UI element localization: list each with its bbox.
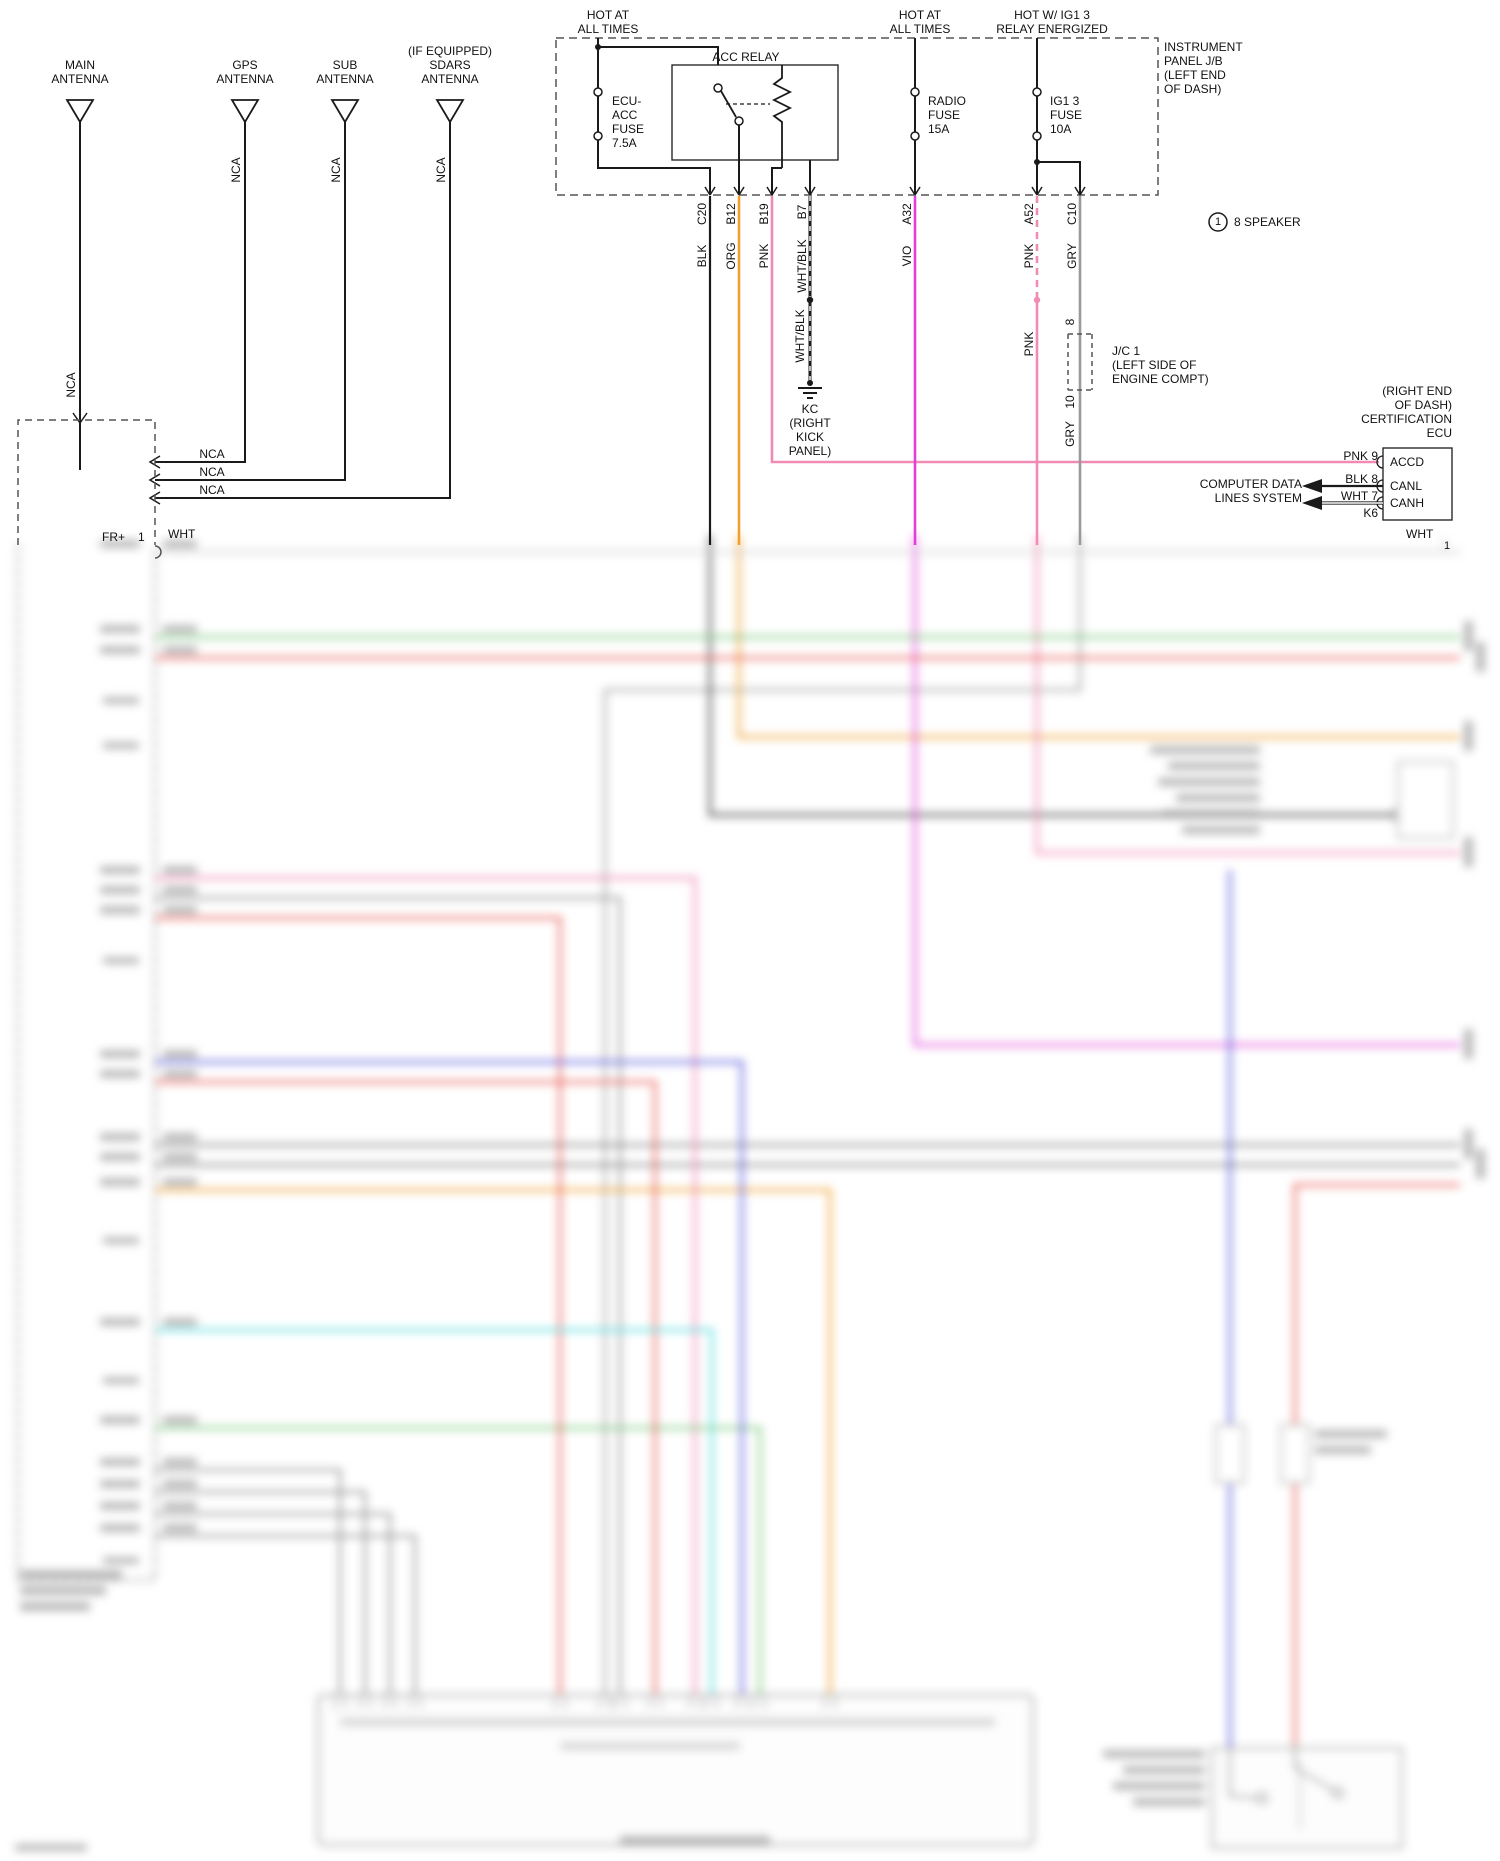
nca-label-sdars: NCA bbox=[434, 157, 448, 183]
sub-antenna-label: SUB ANTENNA bbox=[316, 58, 374, 86]
splice-dot-pnk bbox=[1033, 296, 1041, 304]
inline-connectors bbox=[1215, 1424, 1310, 1484]
antenna-connector-chevrons bbox=[72, 412, 161, 505]
connector-label-b7: B7 bbox=[795, 204, 809, 220]
orange-wires bbox=[155, 535, 1460, 1695]
wire-color-org: ORG bbox=[724, 242, 738, 270]
data-arrow-canh bbox=[1302, 496, 1322, 510]
note-circle bbox=[1208, 212, 1228, 232]
dark-gray-pair bbox=[155, 1143, 1460, 1167]
jc1-bracket bbox=[1067, 333, 1093, 391]
wire-color-pnk: PNK bbox=[757, 243, 771, 269]
cert-pin-canl: CANL bbox=[1390, 479, 1423, 493]
jc1-pin-in: 8 bbox=[1063, 318, 1077, 326]
red-wires bbox=[155, 656, 1460, 1745]
antenna-symbols bbox=[65, 99, 465, 124]
radio-pin-name: FR+ bbox=[102, 530, 126, 544]
right-wire-color: WHT bbox=[1406, 527, 1434, 541]
splice-dot-whtblk bbox=[806, 296, 814, 304]
cert-pin-accd: ACCD bbox=[1390, 455, 1425, 469]
connector-label-a32: A32 bbox=[900, 203, 914, 225]
connector-label-b19: B19 bbox=[757, 203, 771, 225]
right-component-box bbox=[1391, 761, 1454, 839]
wire-color-pnk-a52: PNK bbox=[1022, 243, 1036, 269]
fuses bbox=[597, 38, 1081, 195]
radio-box bbox=[17, 419, 156, 545]
cert-ecu-title: (RIGHT END OF DASH) CERTIFICATION ECU bbox=[1361, 384, 1452, 440]
gps-antenna-label: GPS ANTENNA bbox=[216, 58, 274, 86]
ground-kc-label: KC (RIGHT KICK PANEL) bbox=[788, 402, 832, 458]
radio-box-blurred bbox=[17, 545, 156, 1581]
wire-color-whtblk: WHT/BLK bbox=[795, 239, 809, 293]
hot-ig13-label: HOT W/ IG1 3 RELAY ENERGIZED bbox=[996, 8, 1108, 36]
violet-wire-continuation bbox=[913, 535, 1460, 1047]
jc1-pin-out: 10 bbox=[1063, 395, 1077, 409]
nca-label-h3: NCA bbox=[199, 483, 225, 497]
main-antenna-label: MAIN ANTENNA bbox=[51, 58, 109, 86]
green-wires bbox=[155, 635, 1460, 1695]
right-pin-num: 1 bbox=[1444, 540, 1451, 552]
wire-color-vio: VIO bbox=[900, 245, 914, 267]
fr-pin-bracket bbox=[154, 545, 162, 559]
ig1-fuse-label: IG1 3 FUSE 10A bbox=[1050, 94, 1083, 136]
fuse-terminals bbox=[593, 87, 1042, 141]
jb-exit-chevrons bbox=[704, 186, 1086, 196]
connector-label-a52: A52 bbox=[1022, 203, 1036, 225]
can-wires bbox=[1322, 484, 1383, 505]
sdars-antenna-label: (IF EQUIPPED) SDARS ANTENNA bbox=[407, 44, 493, 86]
jb-title: INSTRUMENT PANEL J/B (LEFT END OF DASH) bbox=[1164, 40, 1243, 96]
cert-row-canh: WHT 7 bbox=[1340, 489, 1378, 503]
radio-pin-color: WHT bbox=[168, 527, 196, 541]
nca-label-main: NCA bbox=[64, 372, 78, 398]
connector-label-c10: C10 bbox=[1065, 202, 1079, 226]
cert-connector-id: K6 bbox=[1363, 506, 1378, 520]
bottom-connector bbox=[317, 1694, 1034, 1846]
radio-pin-num: 1 bbox=[138, 530, 145, 544]
nca-label-h2: NCA bbox=[199, 465, 225, 479]
junction-dot-ig1 bbox=[1034, 159, 1040, 165]
bottom-right-component bbox=[1211, 1745, 1403, 1849]
blurred-unreadable-text bbox=[15, 540, 1485, 1851]
gry-wire-continuation bbox=[603, 535, 1082, 1695]
sharp-wires bbox=[708, 196, 1379, 545]
cert-pin-canh: CANH bbox=[1390, 496, 1425, 510]
hot-at-all-times-label-2: HOT AT ALL TIMES bbox=[889, 8, 951, 36]
connector-label-b12: B12 bbox=[724, 203, 738, 225]
wire-color-whtblk-2: WHT/BLK bbox=[793, 309, 807, 363]
note-number: 1 bbox=[1214, 216, 1222, 228]
antenna-wires bbox=[79, 122, 451, 499]
ground-symbol bbox=[798, 380, 822, 399]
cyan-wire bbox=[155, 1328, 714, 1695]
cert-row-accd: PNK 9 bbox=[1343, 449, 1378, 463]
white-wires bbox=[155, 538, 1460, 554]
speaker-note-label: 8 SPEAKER bbox=[1234, 215, 1301, 229]
pink-wires bbox=[155, 535, 1460, 1695]
wire-color-gry: GRY bbox=[1065, 243, 1079, 269]
cert-row-canl: BLK 8 bbox=[1345, 472, 1378, 486]
nca-label-sub: NCA bbox=[329, 157, 343, 183]
hot-at-all-times-label-1: HOT AT ALL TIMES bbox=[577, 8, 639, 36]
wire-color-blk: BLK bbox=[695, 244, 709, 268]
wire-color-pnk-2: PNK bbox=[1022, 331, 1036, 357]
jb-box bbox=[555, 37, 1159, 196]
acc-relay-label: ACC RELAY bbox=[712, 50, 780, 64]
jc1-wire-gry: GRY bbox=[1063, 421, 1077, 447]
jc1-label: J/C 1 (LEFT SIDE OF ENGINE COMPT) bbox=[1112, 344, 1209, 386]
blue-wires bbox=[155, 870, 1232, 1748]
acc-relay-symbol bbox=[671, 64, 839, 195]
radio-fuse-label: RADIO FUSE 15A bbox=[928, 94, 967, 136]
data-arrow-canl bbox=[1302, 479, 1322, 493]
computer-data-lines-label: COMPUTER DATA LINES SYSTEM bbox=[1199, 477, 1302, 505]
connector-label-c20: C20 bbox=[695, 202, 709, 226]
junction-dot-feed bbox=[595, 44, 601, 50]
nca-label-gps: NCA bbox=[229, 157, 243, 183]
nca-label-h1: NCA bbox=[199, 447, 225, 461]
ecu-acc-fuse-label: ECU- ACC FUSE 7.5A bbox=[612, 94, 645, 150]
